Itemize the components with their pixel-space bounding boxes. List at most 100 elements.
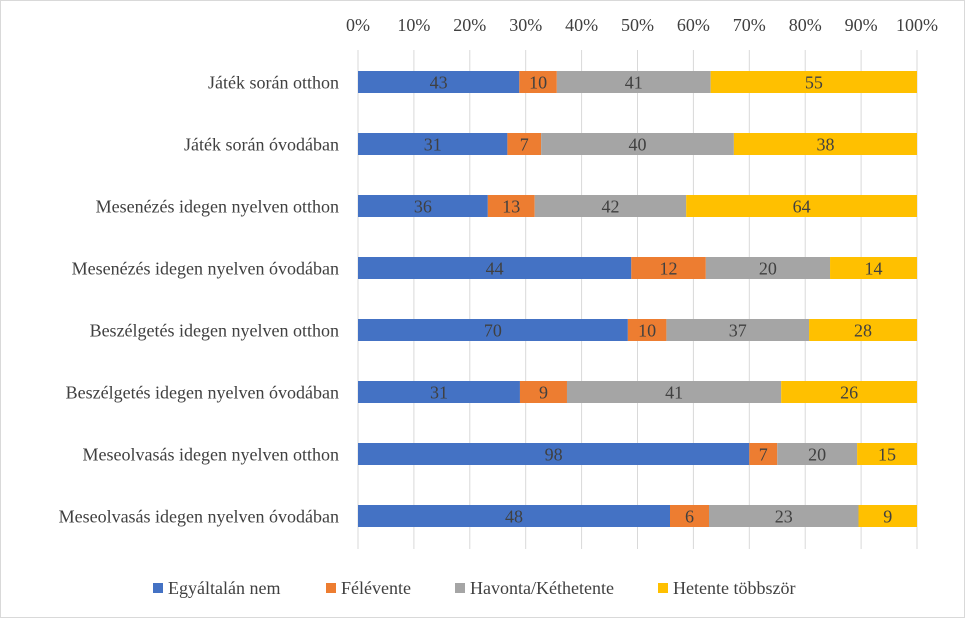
data-label: 31 [424,135,442,155]
category-label: Játék során óvodában [184,135,339,155]
bar-segment [534,195,687,217]
bar-segment [858,505,917,527]
data-label: 41 [625,73,643,93]
data-label: 7 [520,135,529,155]
legend-item: Félévente [326,578,411,598]
bar-segment [358,71,520,93]
data-label: 70 [484,321,502,341]
legend-item: Havonta/Kéthetente [455,578,614,598]
category-labels: Játék során otthon Játék során óvodában Me… [59,73,339,527]
legend-label: Hetente többször [673,578,795,598]
bar-segment [781,381,917,403]
data-label: 64 [793,197,811,217]
bar-segment [627,319,667,341]
category-label: Mesenézés idegen nyelven óvodában [72,259,339,279]
data-label: 28 [854,321,872,341]
data-label: 12 [660,259,678,279]
data-label: 98 [545,445,563,465]
data-label: 10 [529,73,547,93]
data-label: 9 [883,507,892,527]
data-label: 36 [414,197,432,217]
legend-item: Egyáltalán nem [153,578,280,598]
x-tick-label: 50% [621,15,654,35]
x-tick-label: 100% [896,15,938,35]
data-label: 26 [840,383,858,403]
legend-label: Félévente [341,578,411,598]
data-label: 6 [685,507,694,527]
data-label: 55 [805,73,823,93]
data-label: 41 [665,383,683,403]
data-label: 43 [430,73,448,93]
bar-segment [709,505,859,527]
legend-label: Egyáltalán nem [168,578,280,598]
bar-segment [541,133,734,155]
x-tick-label: 0% [346,15,370,35]
category-label: Mesenézés idegen nyelven otthon [96,197,339,217]
x-tick-label: 60% [677,15,710,35]
bar-segment [631,257,706,279]
bar-segment [519,381,567,403]
bar-segment [777,443,858,465]
bar-segment [733,133,917,155]
legend-item: Hetente többször [658,578,795,598]
legend-swatch [455,583,465,593]
bar-segment [666,319,810,341]
bar-segment [857,443,917,465]
bar-segment [358,195,488,217]
bar-segment [670,505,709,527]
bar-segment [358,257,632,279]
data-label: 37 [729,321,747,341]
bar-segment [519,71,557,93]
x-tick-labels: 0% 10% 20% 30% 40% 50% 60% 70% 80% 90% 100% [346,15,938,35]
data-label: 31 [430,383,448,403]
category-label: Játék során otthon [208,73,339,93]
x-tick-label: 40% [565,15,598,35]
legend-swatch [153,583,163,593]
data-label: 44 [486,259,504,279]
bar-segment [487,195,535,217]
data-label: 10 [638,321,656,341]
legend: Egyáltalán nem Félévente Havonta/Kéthetent… [153,578,795,598]
category-label: Beszélgetés idegen nyelven otthon [90,321,339,341]
data-label: 13 [502,197,520,217]
legend-swatch [326,583,336,593]
data-label: 15 [878,445,896,465]
data-label: 23 [775,507,793,527]
bar-segment [830,257,917,279]
legend-label: Havonta/Kéthetente [470,578,614,598]
category-label: Meseolvasás idegen nyelven óvodában [59,507,339,527]
data-label: 9 [539,383,548,403]
x-tick-label: 30% [509,15,542,35]
x-tick-label: 70% [733,15,766,35]
bar-segment [507,133,542,155]
bar-segment [566,381,782,403]
x-tick-label: 80% [789,15,822,35]
x-tick-label: 10% [397,15,430,35]
bar-segment [358,505,670,527]
data-label: 7 [759,445,768,465]
bar-segment [358,319,628,341]
bar-segment [686,195,917,217]
bars-layer: 43 10 41 55 31 7 40 38 36 13 42 64 44 12 20 14 70 10 37 28 3… [358,71,917,527]
bar-segment [809,319,917,341]
data-label: 38 [816,135,834,155]
bar-segment [358,133,508,155]
bar-segment [710,71,917,93]
category-label: Beszélgetés idegen nyelven óvodában [66,383,339,403]
data-label: 42 [601,197,619,217]
data-label: 20 [808,445,826,465]
category-label: Meseolvasás idegen nyelven otthon [83,445,339,465]
bar-segment [749,443,778,465]
grid-layer [357,50,918,549]
data-label: 14 [865,259,883,279]
x-tick-label: 20% [453,15,486,35]
x-tick-label: 90% [845,15,878,35]
data-label: 20 [759,259,777,279]
bar-segment [358,443,750,465]
bar-segment [556,71,711,93]
data-label: 48 [505,507,523,527]
bar-segment [705,257,831,279]
bar-segment [358,381,520,403]
